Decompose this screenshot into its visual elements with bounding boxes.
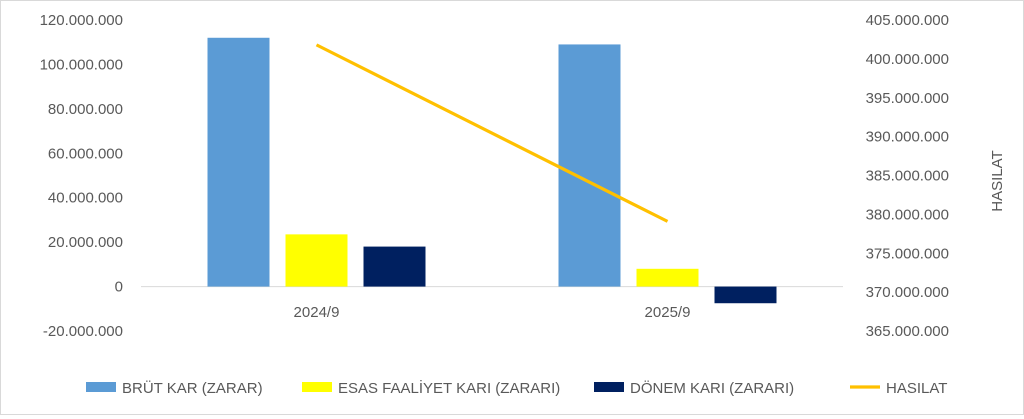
left-axis-tick-label: 40.000.000	[48, 190, 123, 207]
line-hasilat	[315, 43, 669, 223]
bar-d-nem-kari-zarari--0	[363, 246, 426, 287]
right-axis-tick-label: 385.000.000	[866, 168, 949, 185]
legend-label: BRÜT KAR (ZARAR)	[122, 379, 263, 397]
left-axis-tick-label: 100.000.000	[40, 56, 123, 73]
bar-br-t-kar-zarar--0	[207, 37, 270, 287]
legend-swatch-0	[86, 382, 116, 392]
right-axis-tick-label: 365.000.000	[866, 323, 949, 340]
legend-swatch-1	[302, 382, 332, 392]
right-axis-tick-label: 405.000.000	[866, 12, 949, 29]
right-axis-tick-label: 400.000.000	[866, 51, 949, 68]
legend-label: HASILAT	[886, 380, 947, 397]
bar-br-t-kar-zarar--1	[558, 44, 621, 287]
left-axis-tick-label: 20.000.000	[48, 234, 123, 251]
left-axis-tick-label: 80.000.000	[48, 101, 123, 118]
left-axis-tick-label: 60.000.000	[48, 145, 123, 162]
left-axis-tick-label: -20.000.000	[43, 323, 123, 340]
left-axis-tick-label: 120.000.000	[40, 12, 123, 29]
right-axis-tick-label: 370.000.000	[866, 284, 949, 301]
right-axis-tick-label: 390.000.000	[866, 129, 949, 146]
category-label: 2024/9	[294, 304, 340, 321]
right-axis-tick-label: 395.000.000	[866, 90, 949, 107]
category-label: 2025/9	[645, 304, 691, 321]
right-axis-tick-label: 375.000.000	[866, 245, 949, 262]
right-axis-tick-label: 380.000.000	[866, 206, 949, 223]
legend-swatch-2	[594, 382, 624, 392]
bar-esas-faali-yet-kari-zarari--0	[285, 234, 348, 287]
legend-label: DÖNEM KARI (ZARARI)	[630, 379, 794, 397]
right-axis-title: HASILAT	[989, 150, 1006, 211]
bar-esas-faali-yet-kari-zarari--1	[636, 268, 699, 287]
left-axis-tick-label: 0	[115, 279, 123, 296]
legend-label: ESAS FAALİYET KARI (ZARARI)	[338, 379, 560, 397]
bar-d-nem-kari-zarari--1	[714, 286, 777, 304]
